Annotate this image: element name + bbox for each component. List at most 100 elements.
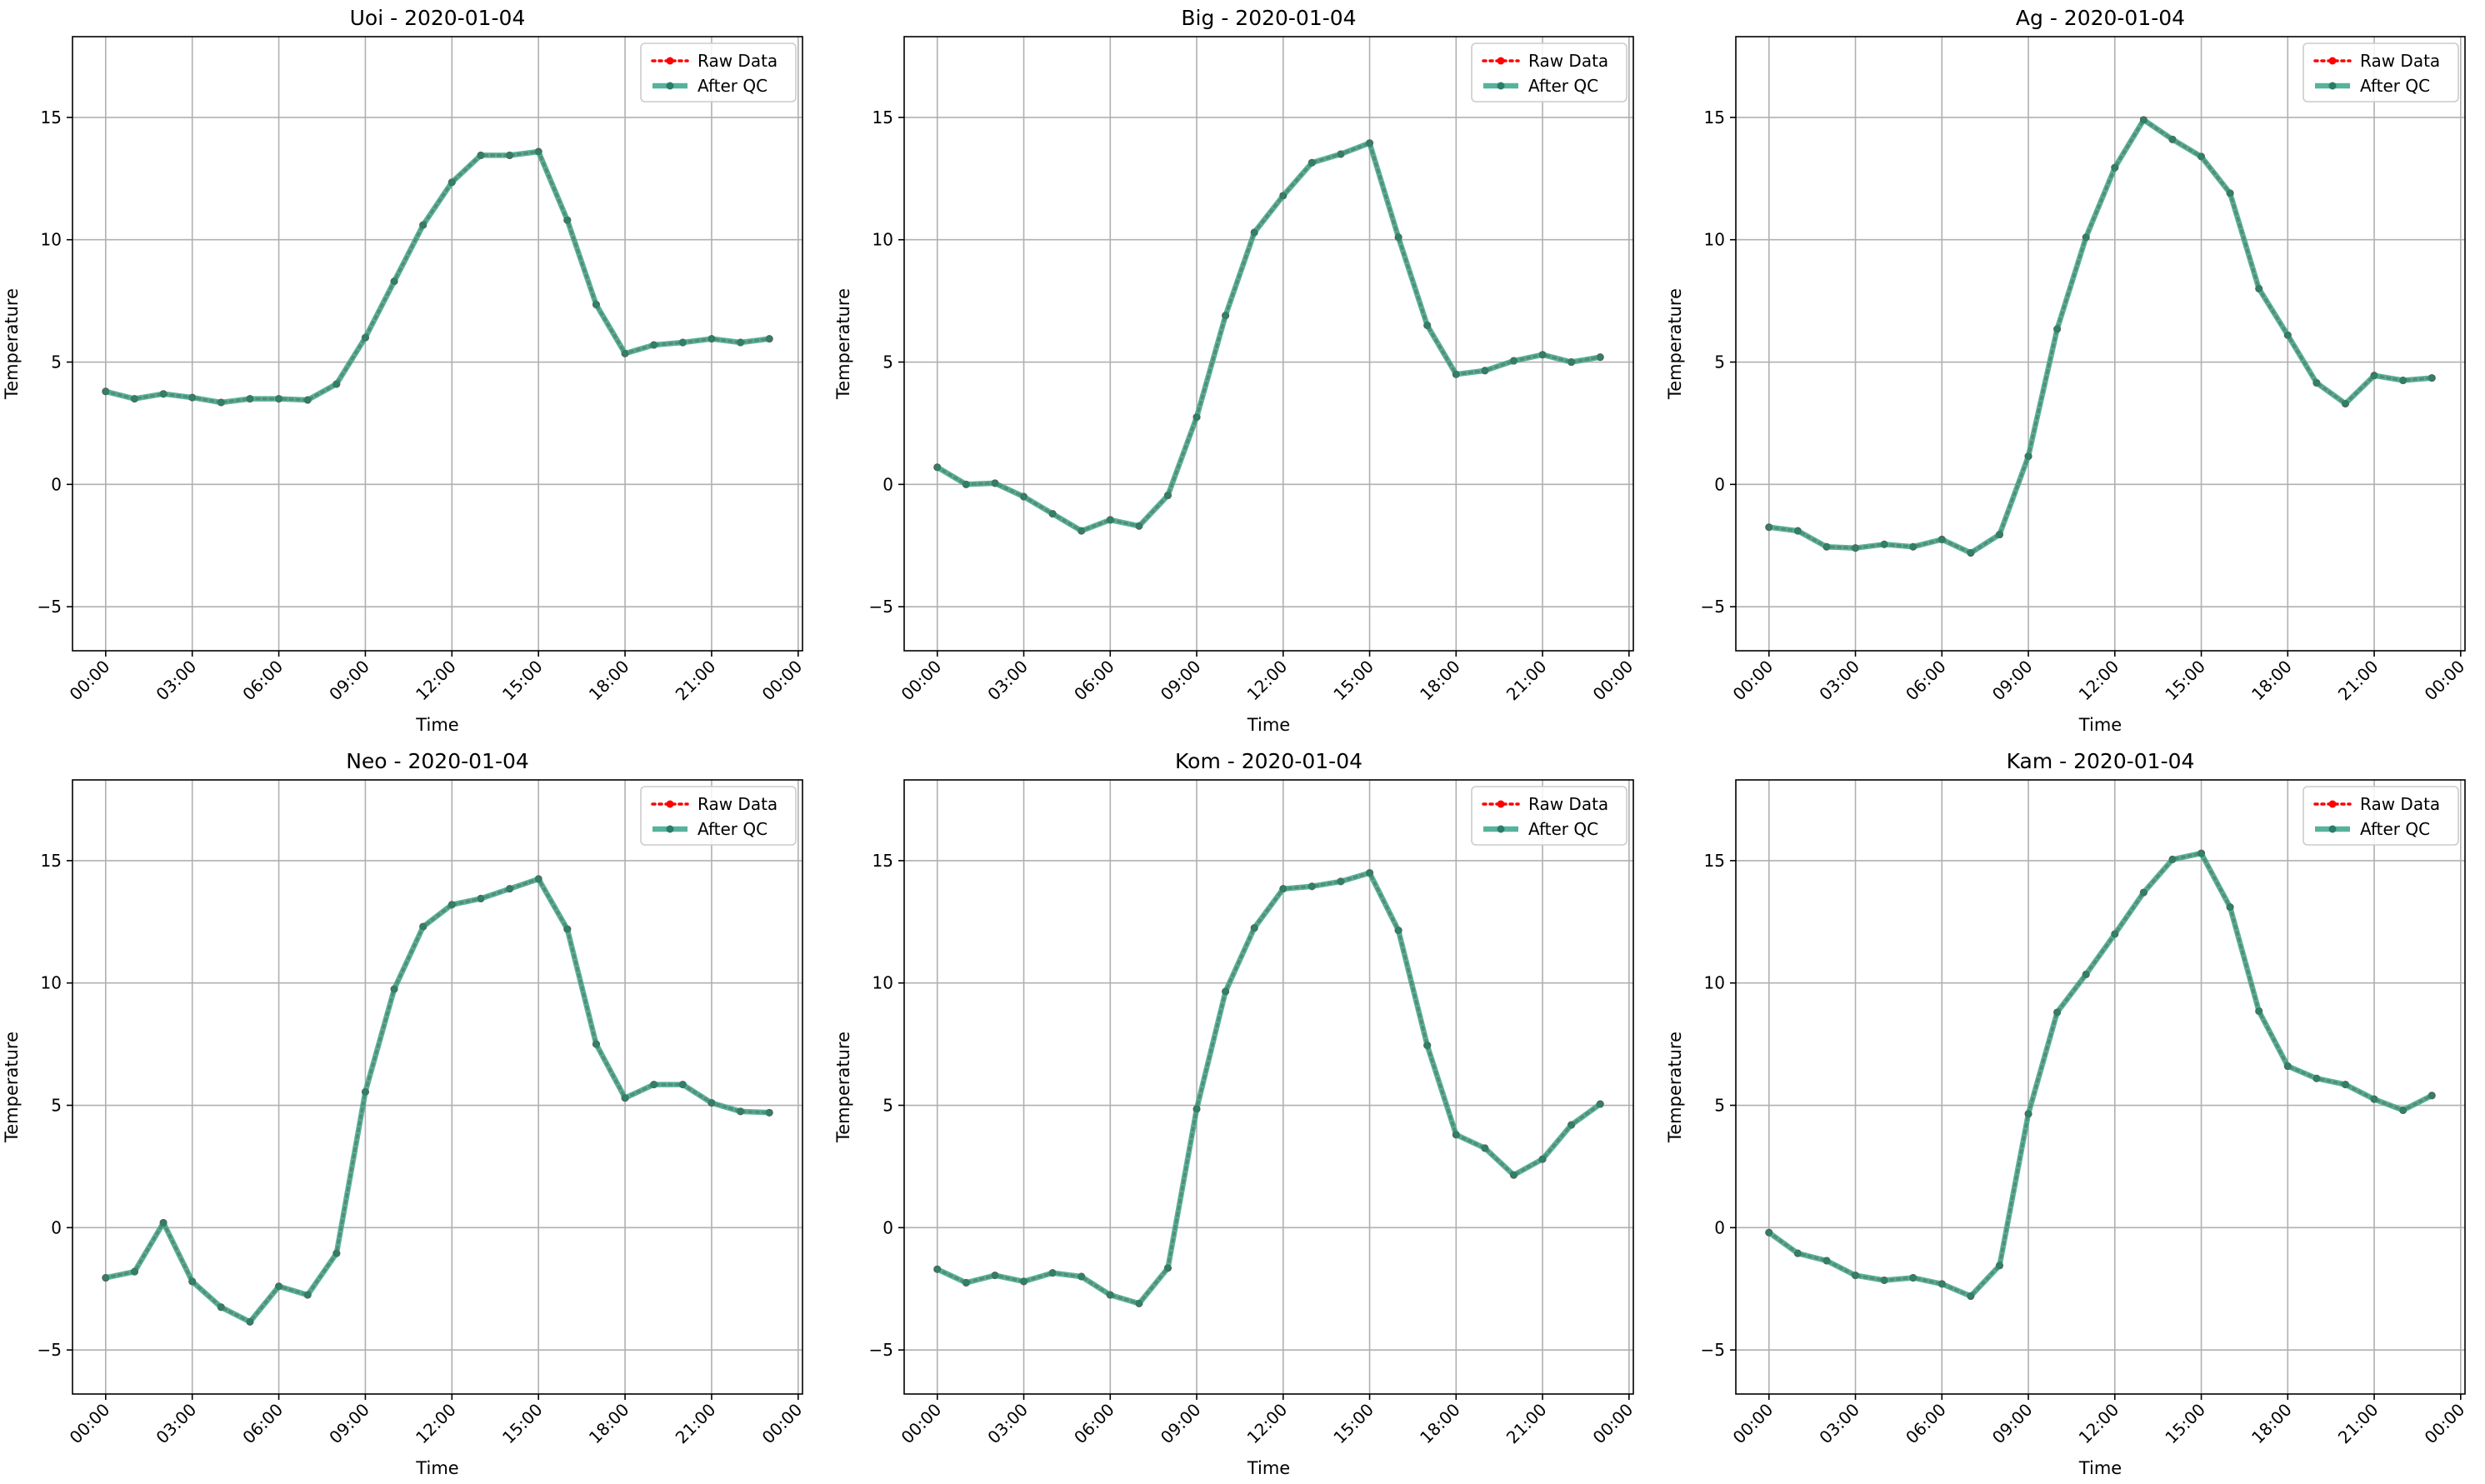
data-point-qc: [1481, 1144, 1489, 1152]
data-point-qc: [2370, 1095, 2378, 1103]
x-tick-label: 21:00: [1502, 657, 1551, 705]
data-point-qc: [2168, 135, 2177, 143]
data-point-qc: [1020, 1277, 1028, 1286]
data-point-qc: [2341, 399, 2349, 407]
y-axis-label: Temperature: [833, 288, 853, 400]
x-tick-label: 06:00: [1902, 657, 1950, 705]
legend-label: Raw Data: [2360, 794, 2440, 814]
legend-marker-raw: [2328, 800, 2337, 808]
y-tick-label: 15: [41, 107, 62, 127]
data-point-qc: [1793, 1249, 1802, 1257]
data-point-qc: [1880, 540, 1888, 548]
data-point-qc: [1452, 370, 1460, 378]
data-point-qc: [188, 1277, 197, 1286]
legend-marker-qc: [666, 82, 674, 90]
series-line-raw: [104, 150, 771, 404]
x-tick-label: 18:00: [2248, 1400, 2296, 1448]
x-tick-label: 09:00: [325, 657, 373, 705]
data-point-qc: [1909, 1274, 1918, 1282]
x-tick-label: 18:00: [1416, 1400, 1464, 1448]
legend-label: After QC: [698, 76, 768, 96]
data-point-qc: [1765, 1228, 1773, 1237]
data-point-qc: [1308, 882, 1316, 891]
data-point-qc: [1967, 1292, 1975, 1301]
series-line-raw: [936, 141, 1602, 533]
data-point-qc: [1538, 1155, 1547, 1163]
y-tick-label: 5: [1714, 352, 1725, 372]
data-point-qc: [1135, 522, 1143, 530]
data-point-qc: [2428, 374, 2436, 382]
x-axis-label: Time: [1247, 715, 1290, 735]
x-axis-label: Time: [2078, 715, 2122, 735]
data-point-qc: [102, 1274, 110, 1282]
axes-frame: [72, 36, 803, 652]
data-point-qc: [1967, 549, 1975, 557]
chart-title: Kam - 2020-01-04: [2007, 749, 2195, 773]
chart-panel: Kam - 2020-01-04 00:00 03:00 06:00 09:00 12:0…: [1665, 749, 2468, 1478]
x-tick-label: 06:00: [1070, 1400, 1118, 1448]
data-point-qc: [534, 147, 542, 156]
legend-marker-raw: [2328, 57, 2337, 65]
legend-marker-qc: [666, 825, 674, 833]
legend-marker-qc: [1497, 825, 1505, 833]
data-point-qc: [1995, 1262, 2003, 1270]
data-point-qc: [332, 1249, 341, 1257]
data-point-qc: [563, 216, 572, 224]
data-point-qc: [1793, 527, 1802, 535]
data-point-qc: [2053, 1008, 2062, 1017]
x-tick-label: 00:00: [1589, 1400, 1638, 1448]
x-tick-label: 21:00: [672, 657, 720, 705]
series-line-qc: [934, 870, 1603, 1307]
data-point-qc: [621, 1094, 629, 1102]
x-tick-label: 15:00: [1329, 1400, 1378, 1448]
data-point-qc: [2255, 1007, 2263, 1015]
x-tick-label: 09:00: [1157, 657, 1205, 705]
y-tick-label: 5: [1714, 1096, 1725, 1116]
legend-label: Raw Data: [698, 51, 778, 71]
data-point-qc: [2255, 284, 2263, 292]
data-point-qc: [130, 1267, 138, 1276]
y-axis-label: Temperature: [1665, 1032, 1685, 1143]
legend-label: Raw Data: [1528, 51, 1608, 71]
x-tick-label: 15:00: [2161, 657, 2209, 705]
data-point-qc: [1509, 357, 1518, 365]
x-tick-label: 09:00: [325, 1400, 373, 1448]
x-tick-label: 18:00: [585, 1400, 633, 1448]
x-tick-label: 00:00: [898, 1400, 946, 1448]
data-point-qc: [275, 1282, 283, 1291]
x-tick-label: 21:00: [2334, 657, 2382, 705]
y-tick-label: 15: [872, 851, 893, 871]
chart-panel: Big - 2020-01-04 00:00 03:00 06:00 09:00 12:0…: [833, 6, 1637, 735]
y-tick-label: 10: [872, 230, 893, 250]
data-point-qc: [2111, 163, 2119, 172]
y-axis-label: Temperature: [2, 1032, 22, 1143]
data-point-qc: [217, 1303, 225, 1312]
chart-title: Neo - 2020-01-04: [346, 749, 529, 773]
x-tick-label: 09:00: [1157, 1400, 1205, 1448]
series-line-qc: [1766, 850, 2435, 1299]
data-point-qc: [1250, 924, 1258, 932]
data-point-qc: [1394, 927, 1402, 935]
data-point-qc: [1852, 1272, 1860, 1280]
y-tick-label: 0: [1714, 1217, 1725, 1237]
data-point-qc: [1909, 542, 1918, 551]
data-point-qc: [275, 395, 283, 403]
y-tick-label: 0: [882, 1217, 893, 1237]
x-tick-label: 00:00: [1729, 657, 1778, 705]
series-line-raw: [104, 877, 771, 1324]
data-point-qc: [1481, 367, 1489, 375]
y-tick-label: 5: [882, 1096, 893, 1116]
data-point-qc: [1163, 1264, 1172, 1272]
x-axis-label: Time: [1247, 1458, 1290, 1478]
data-point-qc: [2312, 378, 2321, 387]
chart-panel: Uoi - 2020-01-04 00:00 03:00 06:00 09:00 12:0…: [2, 6, 806, 735]
y-tick-label: 10: [41, 230, 62, 250]
y-tick-label: −5: [1701, 1340, 1725, 1360]
data-point-qc: [765, 1108, 773, 1117]
series-line-qc: [102, 148, 772, 406]
y-tick-label: 15: [1704, 107, 1725, 127]
data-point-qc: [1423, 1042, 1432, 1050]
series-line-qc: [102, 876, 772, 1325]
data-point-qc: [217, 398, 225, 407]
x-tick-label: 21:00: [2334, 1400, 2382, 1448]
